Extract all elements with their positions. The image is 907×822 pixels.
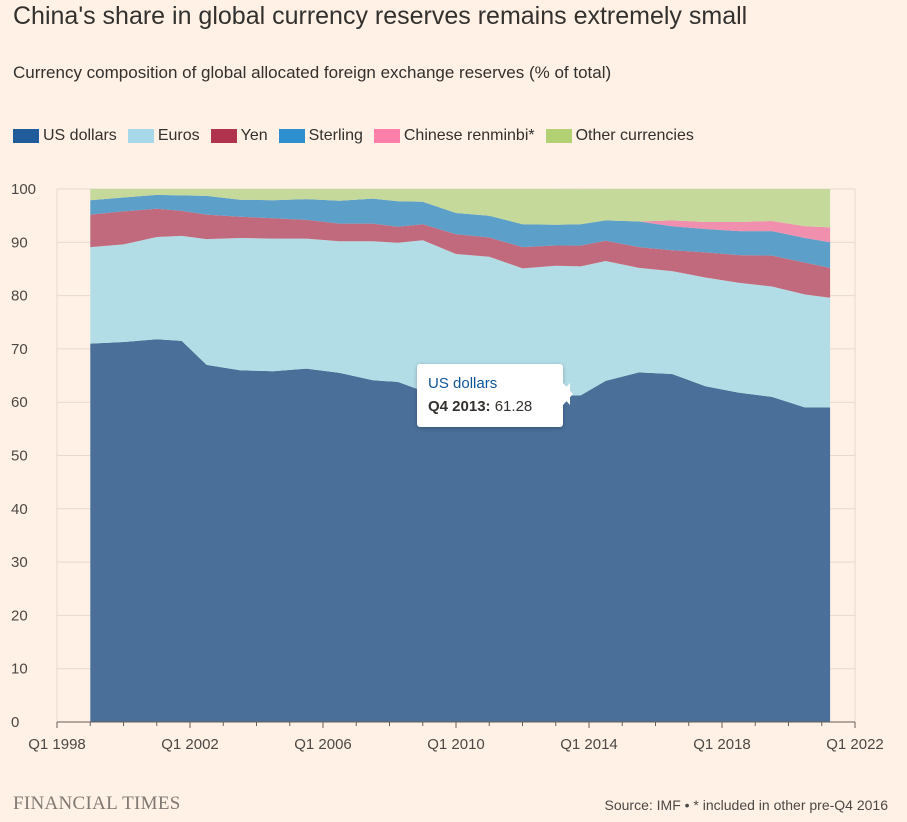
legend-label: Yen — [240, 127, 268, 144]
legend-swatch — [278, 129, 305, 143]
x-tick-label: Q1 2002 — [161, 736, 219, 753]
chart-subtitle: Currency composition of global allocated… — [13, 63, 612, 82]
tooltip-value: 61.28 — [494, 398, 533, 415]
chart-legend: US dollars Euros Yen Sterling Chinese re… — [13, 125, 705, 147]
area-series[interactable] — [90, 189, 831, 722]
legend-label: Chinese renminbi* — [403, 127, 535, 144]
hover-tooltip: US dollars Q4 2013: 61.28 — [417, 364, 573, 427]
y-tick-label: 80 — [11, 288, 28, 305]
y-tick-label: 90 — [11, 234, 28, 251]
legend-label: Other currencies — [575, 127, 694, 144]
legend-label: US dollars — [43, 127, 117, 144]
y-tick-label: 60 — [11, 394, 28, 411]
chart-plot[interactable]: 0 10 20 30 40 50 60 70 80 90 100 Q1 1998 Q1 2002 Q1 2… — [0, 170, 907, 770]
legend-swatch — [13, 129, 39, 143]
y-tick-label: 10 — [11, 661, 28, 678]
x-tick-label: Q1 2014 — [560, 736, 618, 753]
area-euros[interactable] — [90, 235, 831, 408]
ft-logo: FINANCIAL TIMES — [13, 793, 181, 814]
legend-item-euros[interactable]: Euros — [127, 127, 200, 145]
legend-item-sterling[interactable]: Sterling — [278, 127, 363, 145]
tooltip-value-row: Q4 2013: 61.28 — [428, 398, 563, 415]
source-note: Source: IMF • * included in other pre-Q4… — [604, 797, 889, 813]
legend-label: Sterling — [308, 127, 363, 144]
y-tick-label: 20 — [11, 607, 28, 624]
x-tick-label: Q1 2006 — [294, 736, 352, 753]
legend-swatch — [373, 129, 400, 143]
x-tick-label: Q1 2022 — [826, 736, 884, 753]
tooltip-series-name: US dollars — [428, 375, 498, 392]
legend-item-other-currencies[interactable]: Other currencies — [545, 127, 694, 145]
legend-item-chinese-renminbi[interactable]: Chinese renminbi* — [373, 127, 535, 145]
y-tick-label: 0 — [11, 714, 19, 731]
area-sterling[interactable] — [90, 194, 831, 268]
axes: 0 10 20 30 40 50 60 70 80 90 100 Q1 1998 Q1 2002 Q1 2… — [11, 181, 884, 753]
area-us-dollars[interactable] — [90, 339, 831, 722]
y-tick-label: 40 — [11, 501, 28, 518]
y-tick-label: 50 — [11, 448, 28, 465]
chart-title: China's share in global currency reserve… — [13, 2, 748, 30]
legend-item-us-dollars[interactable]: US dollars — [13, 127, 117, 145]
area-other-currencies[interactable] — [90, 189, 831, 228]
y-tick-label: 30 — [11, 554, 28, 571]
area-yen[interactable] — [90, 208, 831, 298]
legend-swatch — [127, 129, 154, 143]
legend-item-yen[interactable]: Yen — [210, 127, 268, 145]
legend-swatch — [210, 129, 237, 143]
legend-swatch — [545, 129, 572, 143]
legend-label: Euros — [157, 127, 200, 144]
tooltip-label: Q4 2013: — [428, 398, 491, 415]
x-tick-label: Q1 2010 — [427, 736, 485, 753]
x-tick-label: Q1 1998 — [28, 736, 86, 753]
y-tick-label: 100 — [11, 181, 36, 198]
x-tick-label: Q1 2018 — [693, 736, 751, 753]
y-tick-label: 70 — [11, 341, 28, 358]
